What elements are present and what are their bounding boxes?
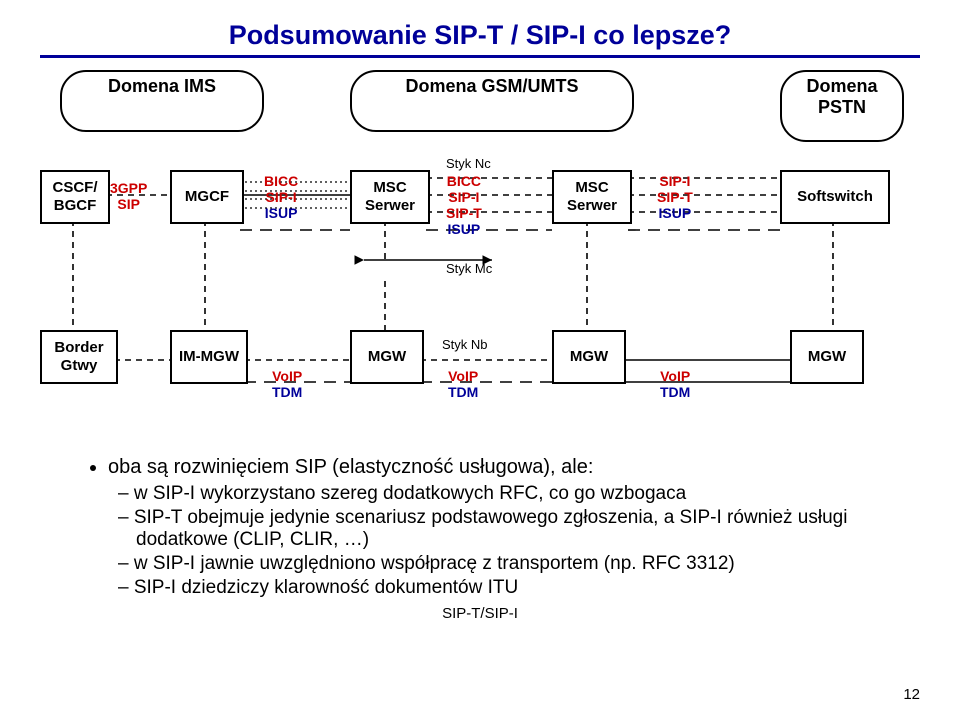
network-diagram: Domena IMS Domena GSM/UMTS DomenaPSTN CSCF…	[40, 70, 920, 450]
label-cnc: Styk Nc	[446, 157, 491, 172]
label-cvoip3: VoIPTDM	[660, 368, 690, 400]
node-mgw1: MGW	[350, 330, 424, 384]
footer-text: SIP-T/SIP-I	[40, 605, 920, 622]
node-soft: Softswitch	[780, 170, 890, 224]
label-cvoip2: VoIPTDM	[448, 368, 478, 400]
node-mgcf: MGCF	[170, 170, 244, 224]
node-mgw2: MGW	[552, 330, 626, 384]
label-cbicc1: BICCSIP-IISUP	[264, 173, 298, 221]
sub-bullet-0: w SIP-I wykorzystano szereg dodatkowych …	[136, 483, 880, 505]
node-immgw: IM-MGW	[170, 330, 248, 384]
label-c3gpp: 3GPPSIP	[110, 180, 147, 212]
label-cmc: Styk Mc	[446, 262, 492, 277]
domain-ims: Domena IMS	[60, 70, 264, 132]
page-number: 12	[903, 686, 920, 703]
label-csipi: SIP-ISIP-TISUP	[657, 173, 693, 221]
node-mgw3: MGW	[790, 330, 864, 384]
sub-bullet-3: SIP-I dziedziczy klarowność dokumentów I…	[136, 577, 880, 599]
node-cscf: CSCF/BGCF	[40, 170, 110, 224]
node-msc2: MSCSerwer	[552, 170, 632, 224]
page-title: Podsumowanie SIP-T / SIP-I co lepsze?	[40, 20, 920, 51]
bullet-text: oba są rozwinięciem SIP (elastyczność us…	[80, 456, 880, 599]
title-underline	[40, 55, 920, 58]
node-border: BorderGtwy	[40, 330, 118, 384]
sub-bullet-1: SIP-T obejmuje jedynie scenariusz podsta…	[136, 507, 880, 551]
label-cnb: Styk Nb	[442, 338, 488, 353]
bullet-lead: oba są rozwinięciem SIP (elastyczność us…	[108, 456, 593, 478]
domain-gsm: Domena GSM/UMTS	[350, 70, 634, 132]
label-cvoip1: VoIPTDM	[272, 368, 302, 400]
label-cbicc2: BICCSIP-ISIP-TISUP	[446, 173, 482, 237]
domain-pstn: DomenaPSTN	[780, 70, 904, 142]
node-msc1: MSCSerwer	[350, 170, 430, 224]
sub-bullet-2: w SIP-I jawnie uwzględniono współpracę z…	[136, 553, 880, 575]
